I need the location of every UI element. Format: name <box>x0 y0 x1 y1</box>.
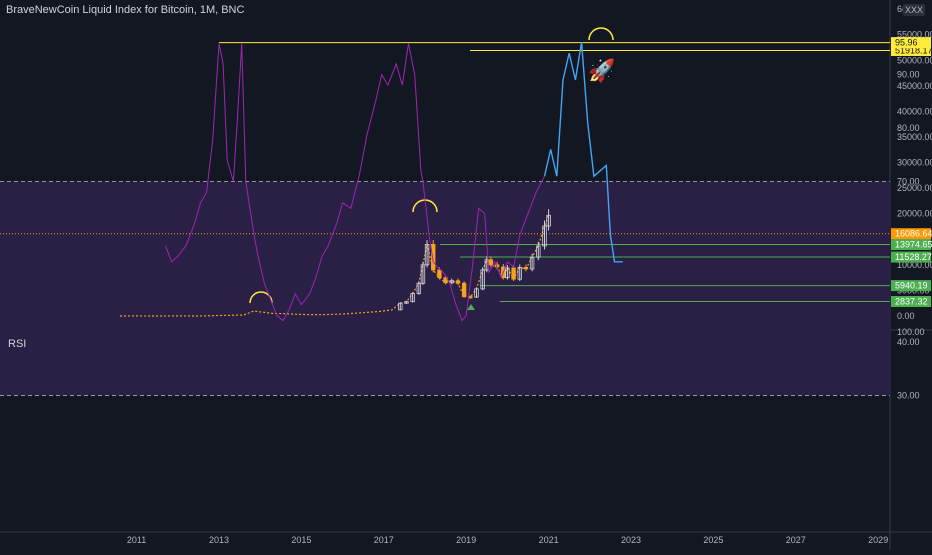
price-axis-tick: 30000.00 <box>897 158 932 168</box>
price-candle <box>410 293 415 303</box>
price-axis-tick: 50000.00 <box>897 55 932 65</box>
price-tag-bg <box>891 295 931 307</box>
price-candle <box>416 282 422 294</box>
top-arc-annotation <box>588 27 614 41</box>
price-tag-bg <box>891 280 931 292</box>
rsi-highlight-tag-label: 95.96 <box>895 38 918 48</box>
price-candle <box>529 256 535 270</box>
rsi-axis-tick: 30.00 <box>897 391 920 401</box>
price-candle <box>542 225 547 247</box>
time-axis-tick: 2017 <box>374 535 394 545</box>
rsi-axis-tick: 90.00 <box>897 70 920 80</box>
buy-signal-marker <box>467 304 475 310</box>
price-candle <box>523 267 529 270</box>
price-candle <box>546 214 551 227</box>
price-axis-tick: 20000.00 <box>897 209 932 219</box>
price-tag-label: 5940.19 <box>895 281 928 291</box>
time-axis-tick: 2025 <box>703 535 723 545</box>
price-axis-tick: 25000.00 <box>897 183 932 193</box>
price-axis-tick: 45000.00 <box>897 81 932 91</box>
time-axis-tick: 2019 <box>456 535 476 545</box>
rocket-icon: 🚀 <box>588 58 615 83</box>
price-tag-label: 16086.64 <box>895 229 932 239</box>
price-candle <box>424 244 430 266</box>
price-candle <box>461 282 467 297</box>
price-candle <box>404 301 409 304</box>
rsi-axis-tick: 80.00 <box>897 123 920 133</box>
time-axis-tick: 2023 <box>621 535 641 545</box>
price-tag-label: 51918.17 <box>895 45 932 55</box>
price-candle <box>431 244 436 271</box>
price-candle <box>517 267 522 280</box>
price-axis-tick: 0.00 <box>897 311 915 321</box>
price-candle <box>505 267 510 279</box>
price-axis-tick: 10000.00 <box>897 260 932 270</box>
price-tag-bg <box>891 44 931 56</box>
rsi-highlight-tag-bg <box>891 37 931 49</box>
corner-badge <box>903 4 925 16</box>
rsi-band <box>0 181 890 396</box>
rsi-axis-tick-top: 100.00 <box>897 327 925 337</box>
price-line <box>120 215 550 317</box>
price-candle <box>398 302 403 311</box>
chart-title: BraveNewCoin Liquid Index for Bitcoin, 1… <box>6 4 245 16</box>
price-tag-label: 13974.65 <box>895 240 932 250</box>
price-candle <box>449 280 454 284</box>
time-axis-tick: 2029 <box>868 535 888 545</box>
rsi-axis-tick: 70.00 <box>897 177 920 187</box>
time-axis-tick: 2015 <box>291 535 311 545</box>
price-axis-tick-top: 6( <box>897 4 905 14</box>
price-candle <box>437 269 442 279</box>
price-tag-label: 11528.27 <box>895 252 932 262</box>
price-candle <box>474 288 479 298</box>
rsi-pane-label: RSI <box>8 338 27 350</box>
time-axis-tick: 2013 <box>209 535 229 545</box>
price-axis-tick: 40000.00 <box>897 106 932 116</box>
top-arc-annotation <box>249 291 273 304</box>
time-axis-tick: 2011 <box>127 535 146 545</box>
price-candle <box>488 259 494 266</box>
rsi-line <box>164 43 545 322</box>
price-candle <box>455 280 461 284</box>
price-tag-bg <box>891 251 931 263</box>
rsi-projection-line <box>543 42 623 263</box>
price-axis-tick: 55000.00 <box>897 30 932 40</box>
time-axis-tick: 2021 <box>539 535 559 545</box>
price-candle <box>480 269 485 290</box>
time-axis-tick: 2027 <box>786 535 806 545</box>
price-candle <box>511 267 516 280</box>
price-axis-tick: 35000.00 <box>897 132 932 142</box>
price-tag-bg <box>891 239 931 251</box>
corner-badge-text: XXX <box>905 5 923 15</box>
rsi-axis-tick: 40.00 <box>897 337 920 347</box>
price-tag-label: 2837.32 <box>895 296 928 306</box>
price-candle <box>420 264 426 284</box>
price-tag-bg <box>891 228 931 240</box>
price-candle <box>536 245 541 258</box>
